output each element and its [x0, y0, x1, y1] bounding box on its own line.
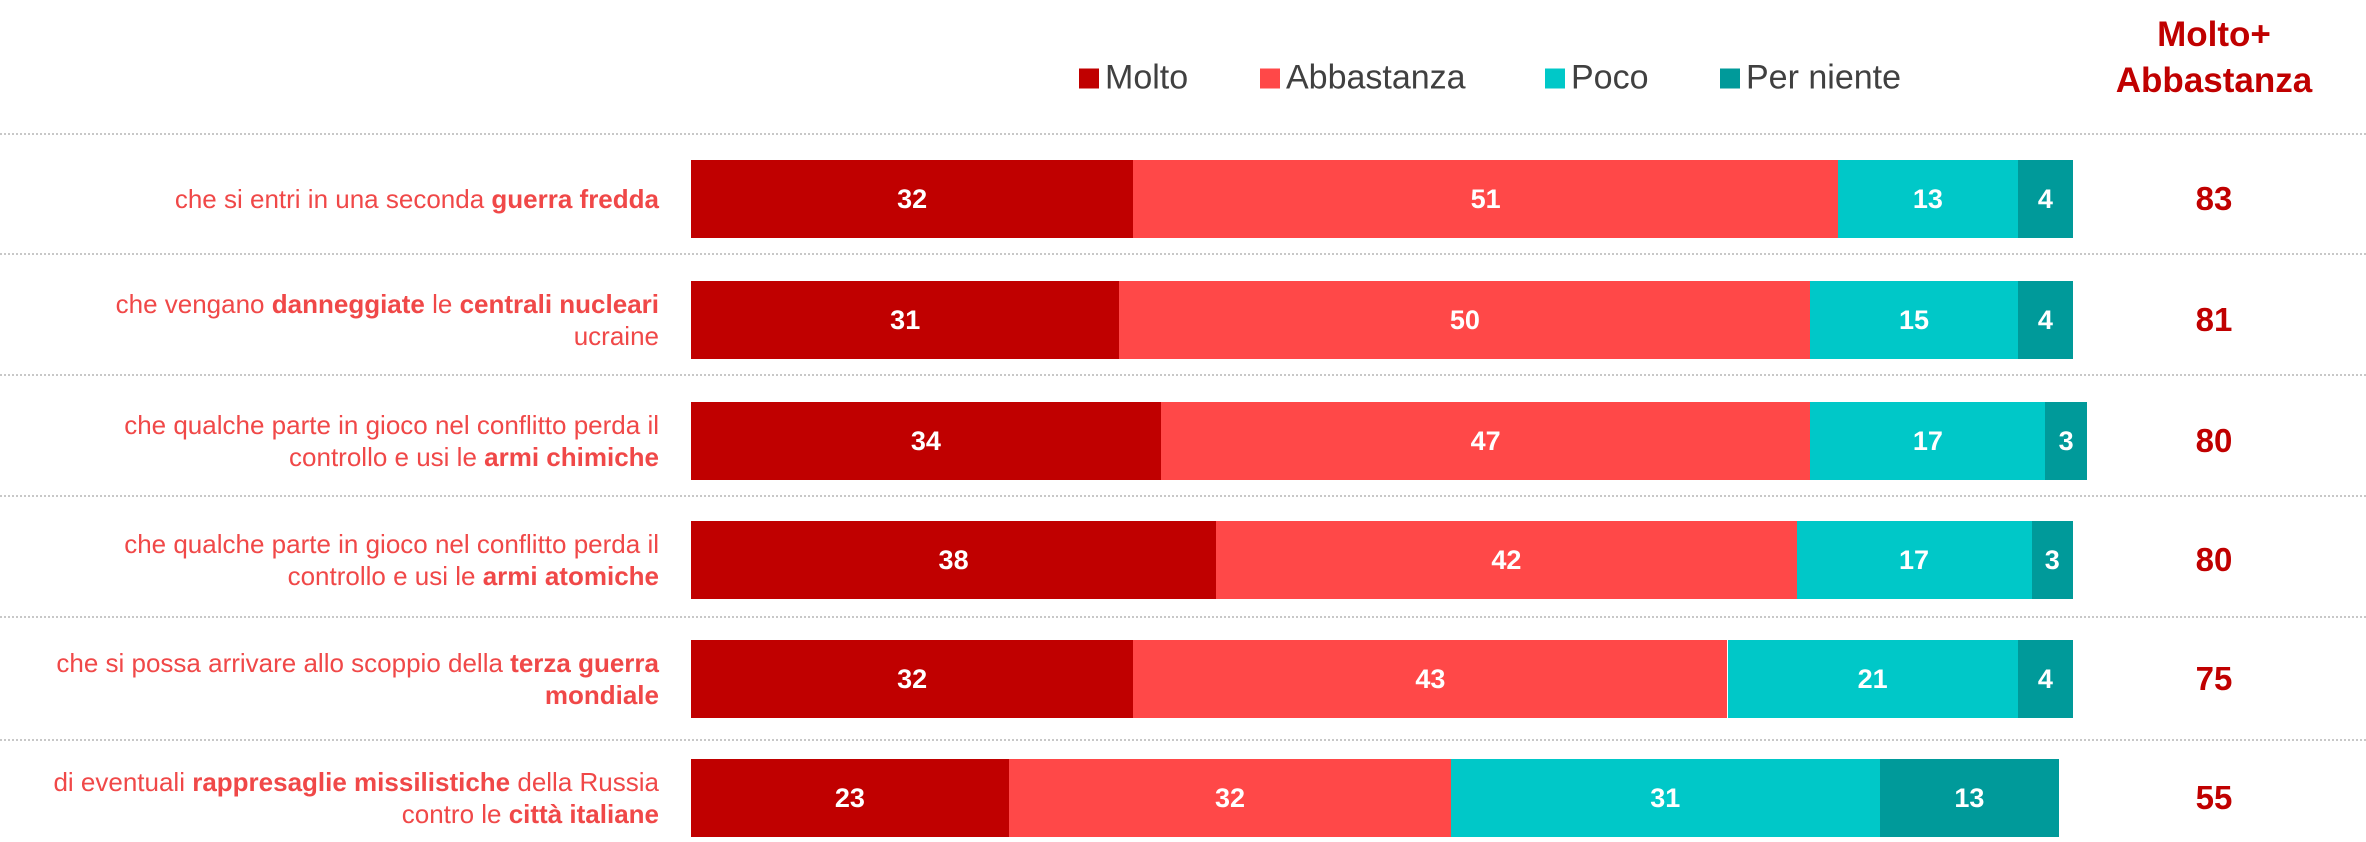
bar-segment: 31: [691, 281, 1120, 359]
separator: [0, 616, 2366, 618]
bar-segment: 17: [1796, 521, 2032, 599]
bar-segment: 42: [1216, 521, 1797, 599]
bar-value-label: 17: [1899, 544, 1930, 575]
total-value: 80: [2195, 422, 2233, 459]
bar-segment: 13: [1879, 759, 2060, 837]
legend-label: Per niente: [1746, 58, 1901, 97]
bar-segment: 4: [2017, 281, 2073, 359]
bar-value-label: 3: [2058, 425, 2074, 456]
bar-value-label: 31: [890, 304, 921, 335]
bar-value-label: 42: [1491, 544, 1522, 575]
bar-segment: 15: [1810, 281, 2018, 359]
category-label: che si entri in una seconda guerra fredd…: [44, 183, 659, 215]
category-label-part: guerra fredda: [491, 184, 659, 214]
category-label-part: che qualche parte in gioco nel conflitto…: [124, 529, 659, 591]
bar-segment: 51: [1133, 160, 1839, 238]
category-label-part: della Russia contro le: [401, 767, 659, 829]
total-value: 81: [2195, 301, 2233, 338]
bar-value-label: 13: [1954, 782, 1985, 813]
category-label-part: città italiane: [508, 799, 659, 829]
bar-value-label: 23: [834, 782, 865, 813]
category-label-part: danneggiate: [271, 289, 425, 319]
category-label: che vengano danneggiate le centrali nucl…: [44, 288, 659, 352]
category-label: che qualche parte in gioco nel conflitto…: [44, 409, 659, 473]
separator: [0, 253, 2366, 255]
bar-segment: 32: [691, 160, 1134, 238]
bar-segment: 4: [2017, 640, 2073, 718]
separator: [0, 133, 2366, 135]
category-label: che qualche parte in gioco nel conflitto…: [44, 528, 659, 592]
total-value: 83: [2195, 180, 2233, 217]
bar-value-label: 4: [2037, 663, 2053, 694]
category-label-part: centrali nucleari: [459, 289, 659, 319]
category-label-part: terza guerra mondiale: [510, 648, 659, 710]
bar-value-label: 21: [1857, 663, 1888, 694]
category-label: che si possa arrivare allo scoppio della…: [44, 647, 659, 711]
bar-value-label: 47: [1470, 425, 1501, 456]
bar-segment: 21: [1727, 640, 2018, 718]
bar-value-label: 31: [1650, 782, 1681, 813]
bar-value-label: 15: [1899, 304, 1930, 335]
bar-value-label: 50: [1449, 304, 1480, 335]
bar-segment: 32: [691, 640, 1134, 718]
bar-value-label: 32: [1214, 782, 1245, 813]
total-value: 80: [2195, 541, 2233, 578]
bar-value-label: 4: [2037, 304, 2053, 335]
category-label-part: che vengano: [115, 289, 272, 319]
separator: [0, 495, 2366, 497]
total-value: 75: [2195, 660, 2233, 697]
legend-item: Molto: [1079, 59, 1188, 98]
bar-segment: 32: [1008, 759, 1452, 837]
legend-swatch: [1545, 68, 1565, 88]
legend-item: Abbastanza: [1260, 59, 1466, 98]
bar-value-label: 38: [938, 544, 969, 575]
bar-segment: 13: [1838, 160, 2018, 238]
bar-value-label: 3: [2044, 544, 2060, 575]
bar-segment: 50: [1119, 281, 1811, 359]
category-label-part: che si possa arrivare allo scoppio della: [56, 648, 511, 678]
bar-segment: 47: [1160, 402, 1811, 480]
bar-value-label: 17: [1912, 425, 1943, 456]
legend-label: Abbastanza: [1286, 58, 1466, 97]
bar-segment: 31: [1451, 759, 1880, 837]
legend-item: Poco: [1545, 59, 1649, 98]
bar-value-label: 32: [897, 663, 928, 694]
category-label-part: che qualche parte in gioco nel conflitto…: [124, 410, 659, 472]
separator: [0, 374, 2366, 376]
category-label-part: che si entri in una seconda: [174, 184, 492, 214]
total-value: 55: [2195, 779, 2233, 816]
category-label: di eventuali rappresaglie missilistiche …: [44, 766, 659, 830]
category-label-part: di eventuali: [53, 767, 193, 797]
bar-value-label: 13: [1912, 183, 1943, 214]
legend-label: Molto: [1105, 58, 1189, 97]
category-label-part: le: [424, 289, 460, 319]
bar-segment: 23: [691, 759, 1009, 837]
bar-value-label: 32: [897, 183, 928, 214]
totals-title: Molto+ Abbastanza: [2115, 15, 2313, 100]
bar-segment: 43: [1133, 640, 1728, 718]
category-label-part: rappresaglie missilistiche: [192, 767, 511, 797]
category-label-part: armi chimiche: [484, 442, 659, 472]
separator: [0, 739, 2366, 741]
legend-item: Per niente: [1720, 59, 1901, 98]
legend-swatch: [1260, 68, 1280, 88]
bar-segment: 3: [2045, 402, 2087, 480]
bar-segment: 34: [691, 402, 1161, 480]
bar-value-label: 4: [2037, 183, 2053, 214]
bar-value-label: 51: [1470, 183, 1501, 214]
legend-swatch: [1720, 68, 1740, 88]
bar-segment: 38: [691, 521, 1217, 599]
legend-swatch: [1079, 68, 1099, 88]
category-label-part: ucraine: [573, 321, 659, 351]
category-label-part: armi atomiche: [482, 561, 659, 591]
bar-value-label: 34: [910, 425, 941, 456]
bar-value-label: 43: [1415, 663, 1446, 694]
bar-segment: 3: [2031, 521, 2073, 599]
legend-label: Poco: [1571, 58, 1649, 97]
bar-segment: 4: [2017, 160, 2073, 238]
bar-segment: 17: [1810, 402, 2046, 480]
